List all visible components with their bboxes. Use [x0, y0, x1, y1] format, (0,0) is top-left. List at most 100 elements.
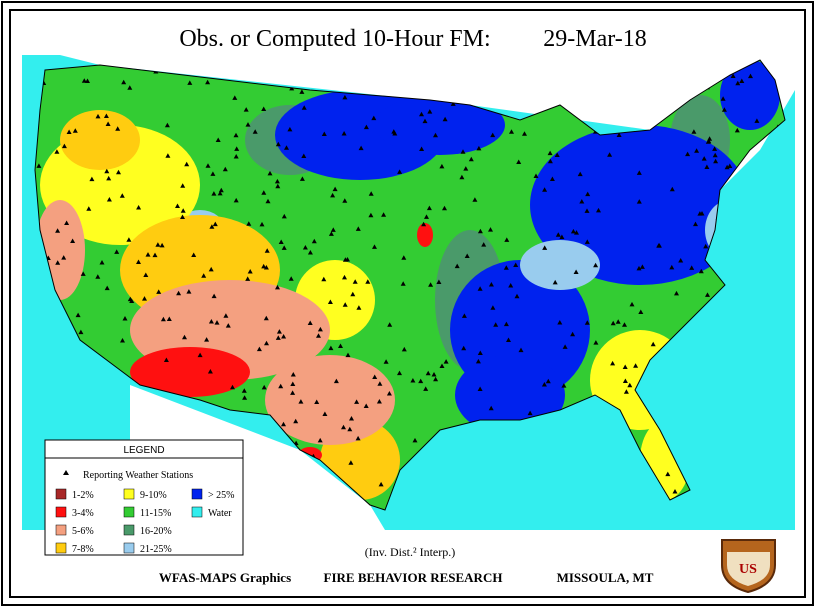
station [298, 399, 304, 404]
station [276, 329, 282, 334]
map-date: 29-Mar-18 [543, 26, 647, 52]
station [54, 149, 60, 154]
station [89, 176, 95, 182]
station [439, 363, 445, 368]
station [562, 344, 568, 349]
station [55, 260, 61, 265]
agency-logo: US [721, 539, 776, 594]
legend-title: LEGEND [123, 445, 164, 456]
legend-swatch [191, 488, 203, 500]
station [287, 126, 293, 132]
station [275, 141, 281, 147]
station [307, 320, 313, 325]
station [454, 263, 460, 269]
station [301, 105, 307, 110]
station [210, 171, 216, 176]
station [552, 279, 558, 285]
station [573, 269, 579, 274]
zone [530, 125, 750, 285]
station [475, 358, 481, 364]
station [316, 333, 321, 338]
station [557, 320, 563, 325]
station [439, 163, 445, 169]
station [636, 265, 642, 271]
station [214, 320, 220, 325]
station [311, 238, 317, 244]
station [477, 228, 483, 234]
station [541, 382, 547, 387]
method-note: (Inv. Dist.² Interp.) [365, 545, 455, 559]
station [561, 383, 567, 388]
station [80, 271, 86, 276]
map-title: Obs. or Computed 10-Hour FM: [179, 26, 490, 52]
station [513, 262, 519, 267]
station [143, 272, 149, 277]
station [503, 265, 509, 270]
station [180, 214, 185, 219]
station [610, 320, 616, 326]
station [577, 171, 583, 177]
station [442, 205, 447, 211]
station [267, 170, 273, 176]
station [706, 138, 712, 144]
station [694, 148, 700, 153]
station [127, 85, 133, 90]
station [252, 129, 258, 134]
station [104, 168, 110, 174]
station [222, 166, 228, 172]
station [307, 250, 313, 255]
legend-swatch [55, 542, 67, 554]
station [426, 205, 432, 211]
station [425, 370, 431, 376]
station [427, 109, 433, 114]
station [55, 228, 61, 233]
station [674, 290, 679, 296]
station [278, 239, 284, 244]
station [115, 126, 121, 131]
station [264, 340, 269, 346]
station [656, 243, 662, 248]
station [685, 151, 691, 157]
station [377, 381, 383, 386]
station [735, 80, 741, 86]
station [372, 374, 378, 379]
station [363, 403, 369, 408]
station [70, 238, 76, 243]
legend-swatch [123, 488, 135, 500]
station [593, 262, 599, 268]
legend-items: 1-2% 3-4% 5-6% 7-8% 9-10% 11-15% 16-20% 21-25% >… [55, 488, 234, 555]
station [75, 312, 81, 318]
station [712, 152, 718, 158]
station [345, 257, 350, 262]
station [397, 169, 403, 174]
station [734, 127, 740, 133]
footer-left: WFAS-MAPS Graphics [159, 570, 291, 585]
station [322, 411, 328, 416]
station [542, 187, 548, 192]
station [211, 191, 217, 196]
station [126, 237, 132, 242]
station [95, 274, 101, 279]
station [436, 279, 442, 284]
station [160, 316, 166, 322]
station [464, 253, 470, 258]
station [209, 224, 215, 229]
station [330, 192, 336, 198]
station [293, 418, 299, 424]
station [321, 131, 327, 136]
station [665, 471, 671, 477]
station [314, 399, 320, 404]
station [371, 115, 377, 121]
legend-swatch [191, 506, 203, 518]
station [85, 78, 90, 83]
station [330, 227, 336, 232]
zone [60, 110, 140, 170]
station [585, 191, 591, 197]
station [584, 239, 590, 244]
station [401, 255, 407, 260]
legend-box [44, 439, 244, 556]
station [215, 137, 221, 142]
station [86, 206, 92, 211]
station [468, 156, 474, 162]
station [116, 169, 121, 175]
